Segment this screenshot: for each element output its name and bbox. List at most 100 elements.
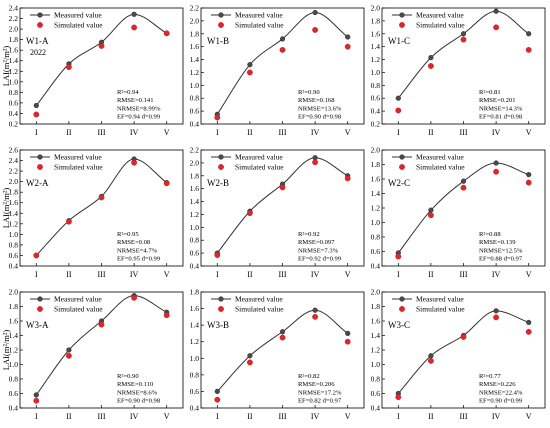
- measured-point: [345, 34, 351, 40]
- simulated-point: [344, 175, 351, 182]
- simulated-point: [214, 252, 221, 258]
- measured-point: [460, 178, 467, 184]
- stat-text: RMSE=0.097: [298, 239, 335, 246]
- x-tick-label: II: [66, 412, 72, 421]
- x-tick-label: I: [35, 412, 38, 421]
- simulated-point: [246, 359, 253, 366]
- stat-text: NRMSE=22.4%: [479, 389, 523, 396]
- x-tick-label: I: [35, 270, 38, 279]
- x-tick-label: V: [345, 128, 351, 137]
- legend-simulated-label: Simulated value: [54, 21, 103, 30]
- x-tick-label: V: [164, 270, 170, 279]
- y-tick-label: 1.6: [371, 29, 381, 38]
- simulated-point: [525, 179, 532, 186]
- simulated-point: [525, 328, 532, 335]
- y-tick-label: 0.4: [190, 120, 200, 129]
- y-tick-label: 2.0: [371, 288, 381, 297]
- legend-measured-label: Measured value: [235, 295, 283, 304]
- panel-subtitle: 2022: [30, 48, 46, 57]
- stat-text: EF=0.90 d=0.99: [479, 398, 523, 405]
- stat-text: EF=0.94 d=0.99: [117, 114, 161, 121]
- measured-point: [131, 11, 137, 17]
- y-tick-label: 0.6: [9, 98, 19, 107]
- stat-text: RMSE=0.139: [479, 239, 516, 246]
- y-tick-label: 0.4: [9, 404, 19, 413]
- stat-text: R²=0.90: [117, 373, 139, 380]
- simulated-point: [66, 64, 72, 70]
- legend-measured-marker: [399, 12, 405, 18]
- panel-w2-b: 0.40.60.81.01.21.41.61.82.02.2I II III IV VM…: [190, 146, 365, 279]
- y-tick-label: 2.0: [190, 158, 200, 167]
- y-tick-label: 0.8: [190, 236, 200, 245]
- legend-simulated-label: Simulated value: [235, 21, 284, 30]
- panel-w2-a: 0.40.60.81.01.21.41.61.82.02.22.42.6I II I…: [1, 146, 184, 279]
- y-tick-label: 1.2: [190, 68, 200, 77]
- panel-label: W2-C: [388, 178, 410, 188]
- panel-w3-c: 0.40.60.81.01.21.41.61.82.0I II III IV VMeas…: [371, 288, 546, 421]
- legend-measured-label: Measured value: [416, 153, 464, 162]
- simulated-point: [246, 69, 253, 76]
- y-tick-label: 1.8: [371, 16, 381, 25]
- simulated-point: [312, 313, 318, 320]
- legend-simulated-marker: [399, 22, 405, 28]
- x-tick-label: I: [35, 128, 38, 137]
- measured-point: [247, 62, 253, 68]
- y-tick-label: 0.8: [190, 370, 200, 379]
- stat-text: NRMSE=7.3%: [298, 247, 339, 254]
- simulated-point: [395, 394, 402, 401]
- stat-text: NRMSE=8.6%: [117, 389, 158, 396]
- x-tick-label: II: [66, 128, 72, 137]
- measured-point: [279, 329, 286, 335]
- y-tick-label: 2.2: [9, 167, 19, 176]
- y-tick-label: 2.0: [190, 16, 200, 25]
- panel-label: W3-A: [26, 320, 49, 330]
- panel-label: W3-C: [388, 320, 410, 330]
- simulated-point: [131, 24, 138, 31]
- y-tick-label: 1.4: [190, 321, 200, 330]
- panel-label: W2-A: [26, 178, 49, 188]
- simulated-point: [493, 314, 499, 321]
- y-tick-label: 0.2: [9, 120, 19, 129]
- y-tick-label: 1.6: [9, 46, 19, 55]
- simulated-point: [163, 312, 170, 319]
- x-tick-label: II: [428, 128, 434, 137]
- simulated-point: [344, 43, 351, 50]
- measured-point: [345, 330, 351, 337]
- simulated-point: [279, 334, 286, 341]
- x-tick-label: III: [279, 412, 287, 421]
- y-tick-label: 1.6: [190, 304, 200, 313]
- legend-measured-marker: [399, 296, 405, 302]
- stat-text: R²=0.90: [298, 89, 320, 96]
- simulated-point: [427, 212, 434, 219]
- x-tick-label: IV: [492, 270, 501, 279]
- y-tick-label: 1.2: [190, 210, 200, 219]
- panel-w1-b: 0.40.60.81.01.21.41.61.82.02.2I II III IV VM…: [190, 4, 365, 137]
- y-tick-label: 1.0: [371, 218, 381, 227]
- simulated-point: [131, 159, 138, 166]
- y-tick-label: 1.0: [9, 360, 19, 369]
- y-tick-label: 0.6: [371, 247, 381, 256]
- measured-point: [460, 31, 467, 37]
- stat-text: NRMSE=13.6%: [298, 105, 342, 112]
- y-tick-label: 0.2: [371, 120, 381, 129]
- simulated-point: [493, 168, 499, 175]
- panel-label: W1-C: [388, 36, 410, 46]
- y-tick-label: 1.2: [9, 346, 19, 355]
- x-tick-label: II: [428, 412, 434, 421]
- y-tick-label: 0.4: [371, 262, 381, 271]
- x-tick-label: II: [66, 270, 72, 279]
- stat-text: EF=0.81 d=0.98: [479, 114, 523, 121]
- measured-point: [428, 55, 434, 61]
- y-tick-label: 0.6: [9, 251, 19, 260]
- y-tick-label: 1.0: [371, 68, 381, 77]
- y-tick-label: 1.4: [9, 331, 19, 340]
- legend-simulated-label: Simulated value: [416, 163, 465, 172]
- x-tick-label: III: [98, 270, 106, 279]
- x-tick-label: I: [397, 128, 400, 137]
- x-tick-label: III: [98, 412, 106, 421]
- y-tick-label: 0.8: [9, 375, 19, 384]
- simulated-point: [460, 184, 467, 191]
- legend-simulated-label: Simulated value: [235, 163, 284, 172]
- x-tick-label: I: [216, 412, 219, 421]
